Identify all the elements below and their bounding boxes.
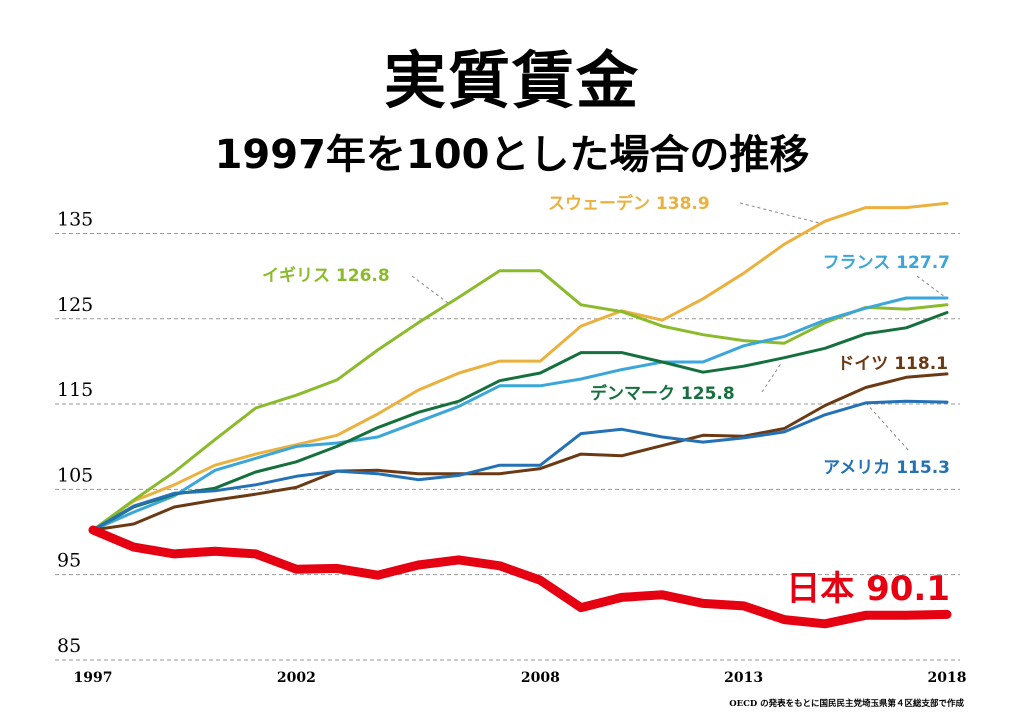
leader-line: [411, 275, 449, 304]
series-line-usa: [91, 399, 949, 532]
label-leader-lines: [411, 202, 946, 453]
series-label-japan: 日本 90.1: [786, 569, 950, 609]
y-tick-label: 115: [57, 379, 93, 401]
chart-subtitle: 1997年を100とした場合の推移: [214, 132, 810, 178]
y-tick-label: 135: [57, 208, 93, 230]
series-label-uk: イギリス 126.8: [262, 266, 390, 286]
y-axis-ticks: 85 95 105 115 125 135: [57, 208, 93, 657]
series-label-germany: ドイツ 118.1: [837, 354, 948, 374]
series-label-usa: アメリカ 115.3: [823, 458, 950, 478]
series-line-germany: [91, 372, 949, 532]
chart-title: 実質賃金: [383, 44, 640, 117]
y-tick-label: 95: [57, 550, 81, 572]
series-label-sweden: スウェーデン 138.9: [548, 193, 710, 214]
x-tick-label: 2013: [724, 670, 763, 686]
series-label-france: フランス 127.7: [823, 253, 950, 273]
series-labels: スウェーデン 138.9 イギリス 126.8 フランス 127.7 デンマーク 12…: [262, 193, 950, 609]
x-axis-ticks: 1997 2002 2008 2013 2018: [74, 670, 967, 686]
series-lines: [88, 201, 952, 629]
series-line-uk: [91, 269, 949, 532]
leader-line: [916, 275, 946, 298]
series-line-japan: [88, 525, 952, 629]
leader-line: [761, 361, 783, 393]
x-tick-label: 2002: [277, 670, 316, 686]
source-note: OECD の発表をもとに国民民主党埼玉県第４区総支部で作成: [729, 699, 964, 709]
y-tick-label: 85: [57, 635, 81, 657]
series-label-denmark: デンマーク 125.8: [590, 383, 735, 404]
series-line-denmark: [91, 311, 949, 532]
x-tick-label: 2018: [928, 670, 967, 686]
series-line-sweden: [91, 201, 949, 532]
x-tick-label: 1997: [74, 670, 113, 686]
y-tick-label: 125: [57, 294, 93, 316]
leader-line: [739, 202, 824, 225]
x-tick-label: 2008: [521, 670, 560, 686]
leader-line: [865, 402, 911, 453]
y-tick-label: 105: [57, 464, 93, 486]
series-line-france: [91, 296, 949, 532]
